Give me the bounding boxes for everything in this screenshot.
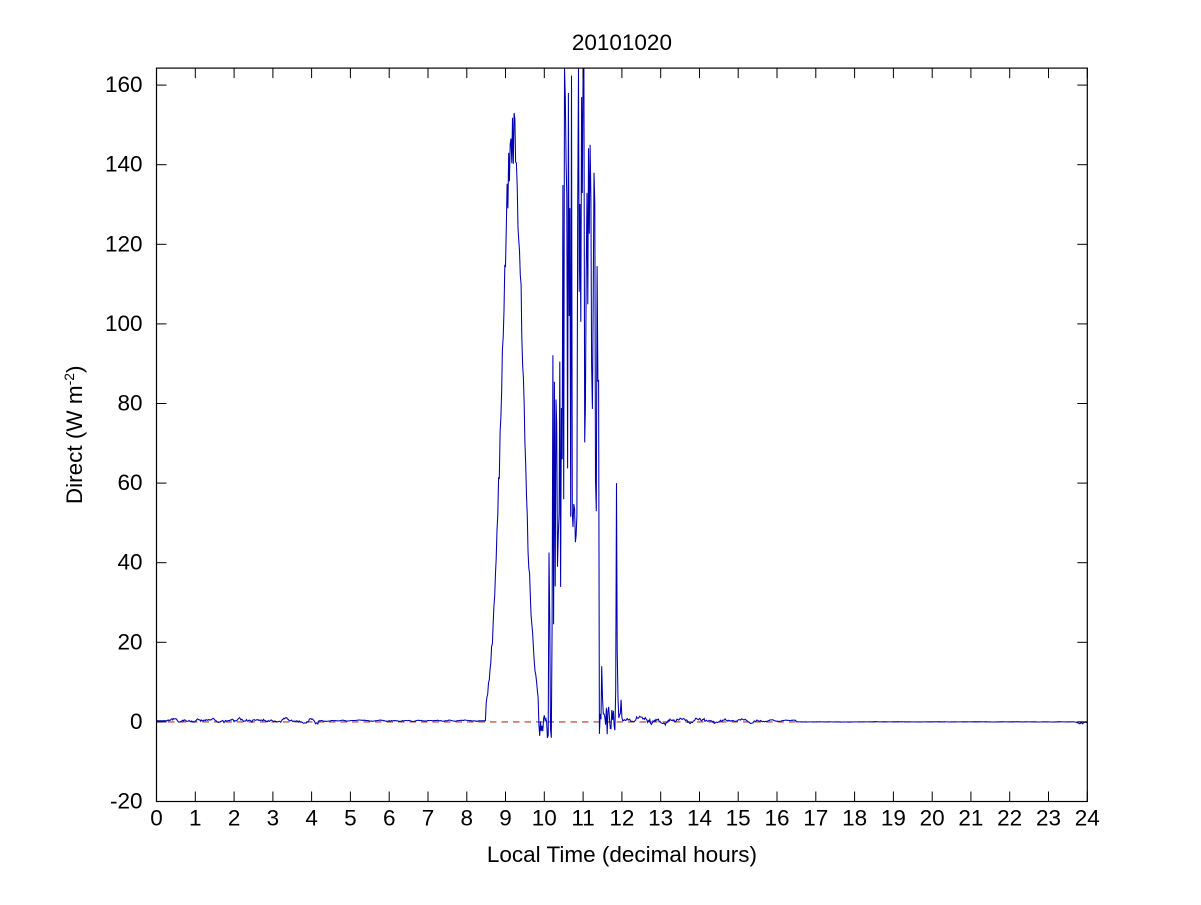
svg-text:3: 3 [267, 806, 280, 831]
svg-text:23: 23 [1036, 806, 1061, 831]
svg-text:80: 80 [117, 391, 142, 416]
svg-text:5: 5 [344, 806, 357, 831]
svg-text:7: 7 [422, 806, 435, 831]
svg-text:17: 17 [803, 806, 828, 831]
svg-text:20: 20 [920, 806, 945, 831]
svg-text:15: 15 [726, 806, 751, 831]
svg-text:21: 21 [958, 806, 983, 831]
svg-text:12: 12 [609, 806, 634, 831]
svg-text:16: 16 [764, 806, 789, 831]
svg-text:160: 160 [105, 72, 143, 97]
svg-text:24: 24 [1075, 806, 1100, 831]
svg-text:120: 120 [105, 231, 143, 256]
svg-text:8: 8 [461, 806, 474, 831]
svg-text:140: 140 [105, 152, 143, 177]
svg-text:9: 9 [499, 806, 512, 831]
svg-text:20: 20 [117, 629, 142, 654]
svg-text:20101020: 20101020 [572, 30, 672, 55]
svg-text:1: 1 [189, 806, 202, 831]
svg-text:100: 100 [105, 311, 143, 336]
svg-text:13: 13 [648, 806, 673, 831]
svg-text:4: 4 [305, 806, 318, 831]
svg-text:10: 10 [532, 806, 557, 831]
svg-text:0: 0 [150, 806, 163, 831]
svg-text:14: 14 [687, 806, 712, 831]
svg-text:22: 22 [997, 806, 1022, 831]
svg-text:6: 6 [383, 806, 396, 831]
svg-text:60: 60 [117, 470, 142, 495]
svg-text:Local Time (decimal hours): Local Time (decimal hours) [487, 842, 757, 867]
svg-text:2: 2 [228, 806, 241, 831]
svg-text:40: 40 [117, 550, 142, 575]
svg-text:11: 11 [571, 806, 594, 831]
svg-text:0: 0 [130, 709, 143, 734]
svg-text:-20: -20 [110, 789, 143, 814]
svg-text:Direct (W m-2): Direct (W m-2) [61, 365, 87, 504]
svg-text:18: 18 [842, 806, 867, 831]
svg-text:19: 19 [881, 806, 906, 831]
